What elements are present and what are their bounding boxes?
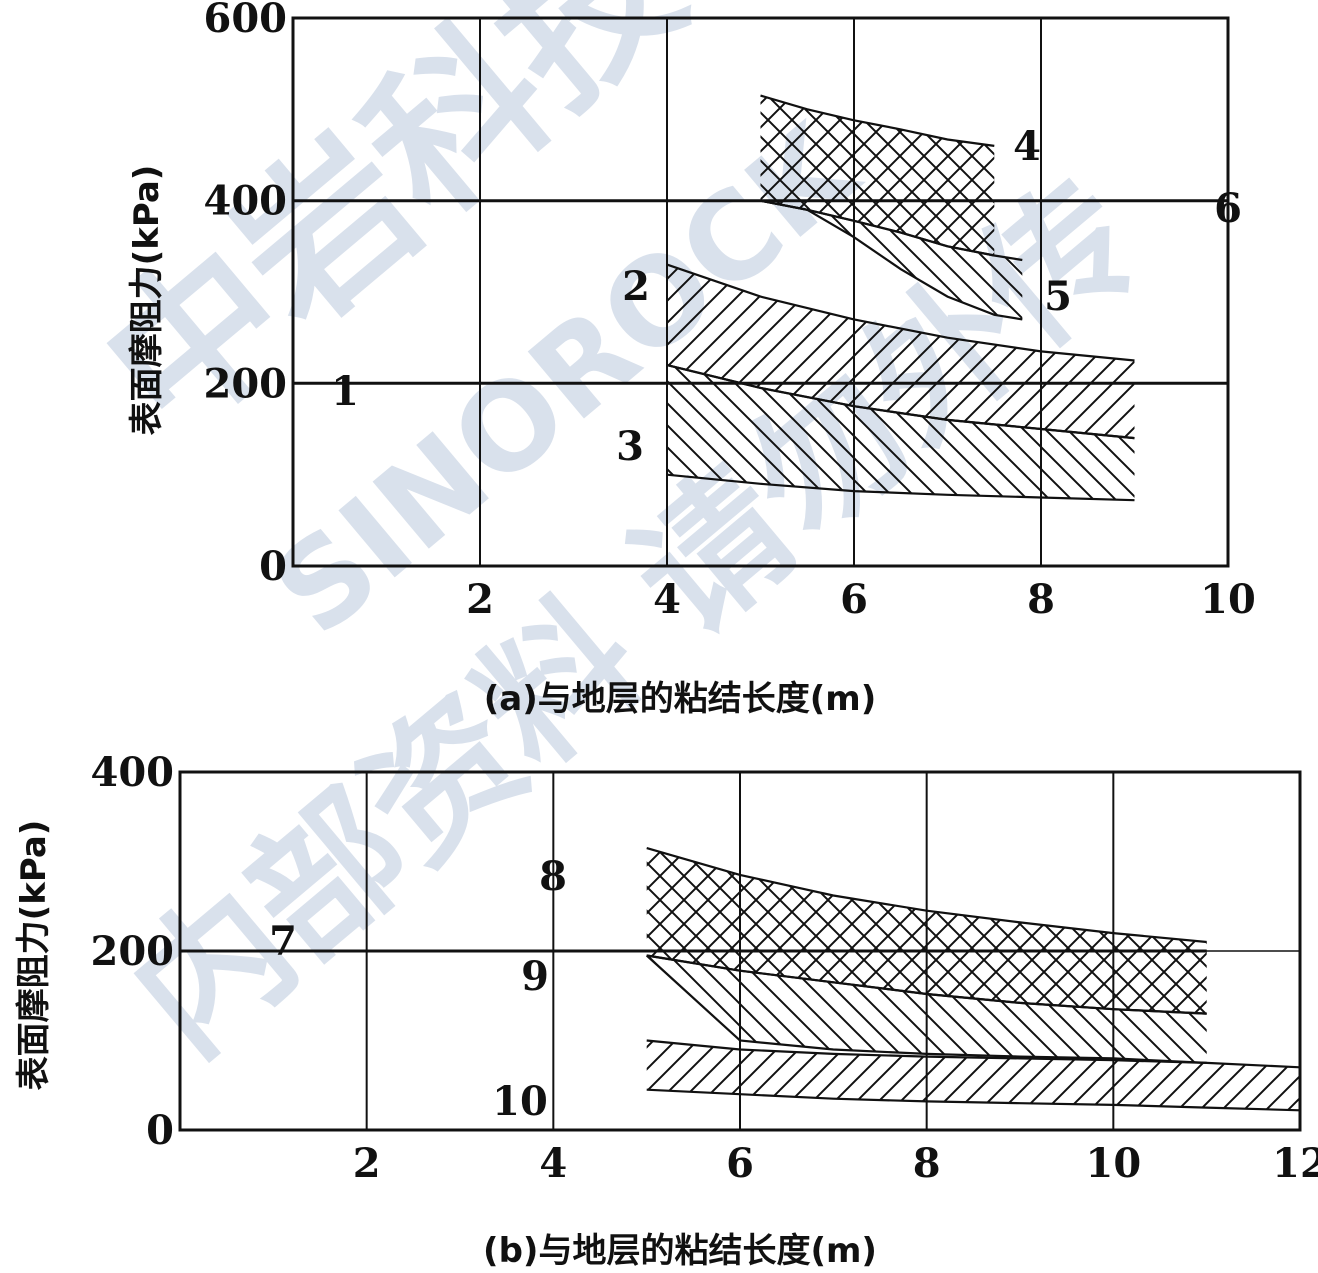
x-tick-label: 6 — [840, 576, 868, 623]
band-lower-edge-9 — [645, 954, 1207, 1064]
series-label-1: 1 — [331, 368, 359, 415]
band-upper-edge-10 — [646, 1039, 1301, 1069]
x-tick-label: 4 — [653, 576, 681, 623]
plot-frame — [291, 16, 1230, 568]
x-tick-label: 12 — [1272, 1140, 1318, 1187]
x-axis-label: (b)与地层的粘结长度(m) — [483, 1231, 877, 1271]
x-tick-label: 4 — [539, 1140, 567, 1187]
band-series-8 — [646, 848, 1207, 1014]
series-label-5: 5 — [1044, 273, 1072, 320]
band-series-10 — [646, 1040, 1300, 1111]
series-label-6: 6 — [1214, 185, 1242, 232]
x-tick-label: 8 — [1027, 576, 1055, 623]
chart-a: 2 4 6 8 10 0 200 400 600 1 6 4 5 2 3 (a)与地层的粘结长度(m) 表面摩阻… — [127, 0, 1256, 719]
x-tick-label: 8 — [913, 1140, 941, 1187]
y-tick-label: 400 — [204, 178, 288, 225]
y-tick-label: 200 — [91, 928, 175, 975]
band-lower-edge-5 — [760, 199, 1023, 321]
series-label-4: 4 — [1013, 123, 1041, 170]
x-axis-label: (a)与地层的粘结长度(m) — [484, 679, 877, 719]
band-series-3 — [667, 365, 1135, 501]
y-axis-label: 表面摩阻力(kPa) — [14, 820, 54, 1091]
plot-frame — [178, 770, 1302, 1132]
y-axis-label: 表面摩阻力(kPa) — [127, 165, 167, 436]
y-tick-label: 400 — [91, 749, 175, 796]
series-label-3: 3 — [616, 423, 644, 470]
y-tick-label: 600 — [204, 0, 288, 42]
band-series-9 — [646, 955, 1207, 1063]
y-tick-label: 0 — [259, 543, 287, 590]
series-label-2: 2 — [622, 263, 650, 310]
x-tick-label: 6 — [726, 1140, 754, 1187]
band-lower-edge-10 — [646, 1088, 1301, 1112]
band-upper-edge-2 — [666, 263, 1135, 362]
band-upper-edge-8 — [646, 847, 1207, 944]
y-tick-label: 200 — [204, 360, 288, 407]
band-series-2 — [667, 264, 1135, 439]
x-tick-label: 2 — [466, 576, 494, 623]
x-tick-label: 10 — [1200, 576, 1256, 623]
x-tick-label: 2 — [353, 1140, 381, 1187]
band-upper-edge-4 — [760, 94, 995, 147]
x-tick-label: 10 — [1085, 1140, 1141, 1187]
band-upper-edge-9 — [646, 954, 1207, 1015]
series-label-9: 9 — [521, 953, 549, 1000]
band-series-4 — [760, 95, 995, 256]
band-lower-edge-3 — [666, 473, 1135, 502]
y-tick-label: 0 — [146, 1107, 174, 1154]
band-series-5 — [760, 200, 1023, 320]
series-label-10: 10 — [492, 1078, 548, 1125]
series-label-7: 7 — [269, 918, 297, 965]
chart-b: 2 4 6 8 10 12 0 200 400 7 8 9 10 (b)与地层的粘结长度(m) 表面摩阻力(… — [14, 749, 1318, 1271]
series-label-8: 8 — [539, 853, 567, 900]
